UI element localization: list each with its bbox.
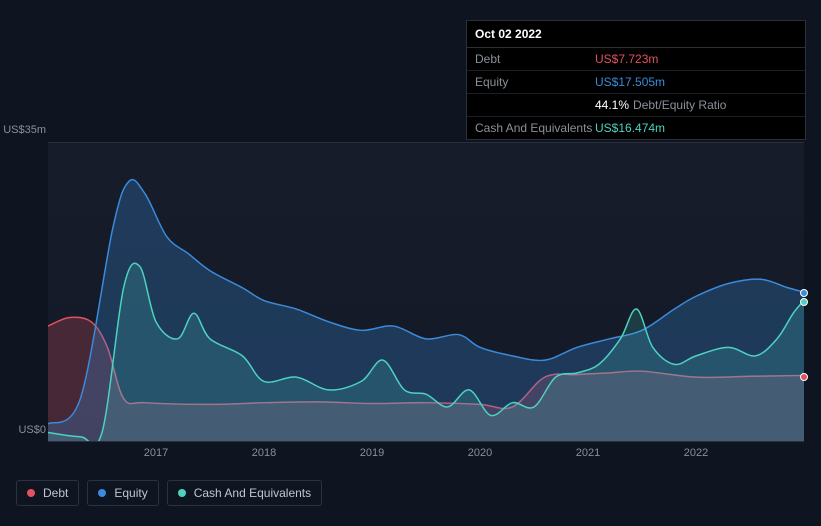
tooltip-row: 44.1%Debt/Equity Ratio — [467, 94, 805, 117]
legend-item-debt[interactable]: Debt — [16, 480, 79, 506]
legend-item-cash-and-equivalents[interactable]: Cash And Equivalents — [167, 480, 322, 506]
tooltip-date: Oct 02 2022 — [467, 21, 805, 48]
x-tick: 2021 — [576, 447, 600, 459]
x-tick: 2018 — [252, 447, 276, 459]
tooltip-row: EquityUS$17.505m — [467, 71, 805, 94]
tooltip-row-suffix: Debt/Equity Ratio — [633, 98, 726, 112]
x-tick: 2020 — [468, 447, 492, 459]
tooltip-row-label: Debt — [475, 52, 595, 66]
legend-label: Equity — [114, 486, 147, 500]
tooltip-row-value: US$17.505m — [595, 75, 665, 89]
x-axis: 2017 2018 2019 2020 2021 2022 — [48, 447, 804, 467]
equity-marker — [800, 289, 808, 297]
legend-dot-icon — [98, 489, 106, 497]
tooltip-row-label — [475, 98, 595, 112]
legend-dot-icon — [27, 489, 35, 497]
cash-and-equivalents-marker — [800, 298, 808, 306]
debt-marker — [800, 373, 808, 381]
hover-tooltip: Oct 02 2022 DebtUS$7.723mEquityUS$17.505… — [466, 20, 806, 140]
x-tick: 2017 — [144, 447, 168, 459]
legend-item-equity[interactable]: Equity — [87, 480, 158, 506]
tooltip-row: DebtUS$7.723m — [467, 48, 805, 71]
legend-dot-icon — [178, 489, 186, 497]
tooltip-row: Cash And EquivalentsUS$16.474m — [467, 117, 805, 139]
x-tick: 2022 — [684, 447, 708, 459]
legend-label: Cash And Equivalents — [194, 486, 311, 500]
plot-area[interactable] — [48, 142, 804, 442]
x-tick: 2019 — [360, 447, 384, 459]
balance-sheet-chart: US$35m US$0 201720182019202020212022 — [16, 122, 806, 512]
tooltip-row-label: Cash And Equivalents — [475, 121, 595, 135]
tooltip-row-value: US$16.474m — [595, 121, 665, 135]
tooltip-row-value: US$7.723m — [595, 52, 658, 66]
tooltip-row-value: 44.1%Debt/Equity Ratio — [595, 98, 726, 112]
chart-legend: Debt Equity Cash And Equivalents — [16, 480, 322, 506]
legend-label: Debt — [43, 486, 68, 500]
tooltip-row-label: Equity — [475, 75, 595, 89]
y-axis-label-top: US$35m — [0, 124, 46, 136]
y-axis-label-bottom: US$0 — [0, 424, 46, 436]
